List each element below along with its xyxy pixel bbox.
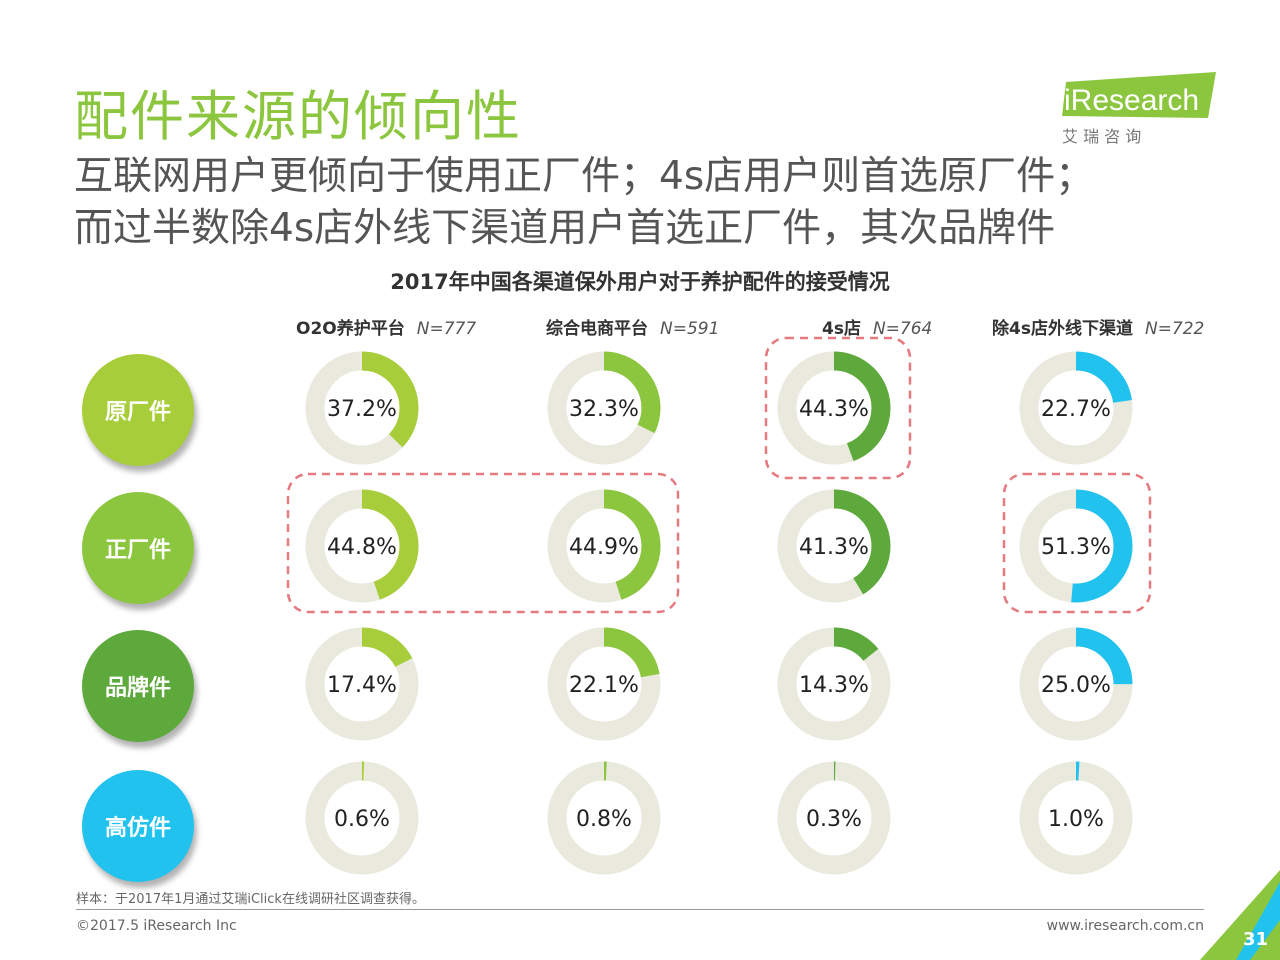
donut-segment [1019, 489, 1133, 603]
donut-value-label: 17.4% [327, 673, 397, 698]
donut-value-label: 22.1% [569, 673, 639, 698]
subtitle-line-1: 互联网用户更倾向于使用正厂件；4s店用户则首选原厂件； [74, 154, 1095, 199]
donut-segment [777, 761, 891, 875]
column-name: 4s店 [822, 319, 861, 339]
donut-segment [547, 761, 661, 875]
column-header-o2o: O2O养护平台 N=777 [296, 314, 476, 339]
column-header-ecommerce: 综合电商平台 N=591 [546, 314, 719, 339]
donut-value-label: 44.8% [327, 535, 397, 560]
column-sample-size: N=591 [660, 319, 720, 339]
donut-segment [777, 627, 891, 741]
donut-value-label: 44.3% [799, 397, 869, 422]
svg-text:艾 瑞 咨 询: 艾 瑞 咨 询 [1062, 127, 1141, 146]
column-sample-size: N=777 [416, 319, 477, 339]
footer-divider [76, 909, 1204, 910]
donut-segment [1019, 761, 1133, 875]
donut-segment [305, 489, 419, 603]
subtitle-line-2: 而过半数除4s店外线下渠道用户首选正厂件，其次品牌件 [74, 206, 1056, 251]
column-name: 除4s店外线下渠道 [992, 319, 1133, 339]
donut-segment [305, 761, 419, 875]
donut-segment [777, 489, 891, 603]
donut-value-label: 25.0% [1041, 673, 1111, 698]
page-title: 配件来源的倾向性 [74, 85, 522, 148]
sample-note: 样本：于2017年1月通过艾瑞iClick在线调研社区调查获得。 [76, 892, 425, 907]
column-sample-size: N=764 [872, 319, 933, 339]
copyright: ©2017.5 iResearch Inc [76, 918, 237, 934]
row-label-brand: 品牌件 [82, 630, 194, 742]
donut-value-label: 22.7% [1041, 397, 1111, 422]
website-url: www.iresearch.com.cn [1046, 918, 1204, 934]
donut-value-label: 0.6% [334, 807, 390, 832]
column-header-4s: 4s店 N=764 [822, 314, 932, 339]
donut-value-label: 14.3% [799, 673, 869, 698]
donut-value-label: 0.3% [806, 807, 862, 832]
donut-segment [547, 351, 661, 465]
donut-segment [1019, 627, 1133, 741]
donut-value-label: 0.8% [576, 807, 632, 832]
highlight-box [286, 472, 680, 614]
donut-value-label: 44.9% [569, 535, 639, 560]
donut-value-label: 32.3% [569, 397, 639, 422]
svg-text:iResearch: iResearch [1064, 84, 1199, 117]
row-label-original: 原厂件 [82, 354, 194, 466]
column-name: 综合电商平台 [546, 319, 648, 339]
column-sample-size: N=722 [1144, 319, 1205, 339]
donut-segment [1019, 351, 1133, 465]
donut-segment [305, 627, 419, 741]
donut-segment [777, 351, 891, 465]
column-header-offline: 除4s店外线下渠道 N=722 [992, 314, 1204, 339]
donut-value-label: 41.3% [799, 535, 869, 560]
donut-value-label: 51.3% [1041, 535, 1111, 560]
row-label-imitation: 高仿件 [82, 770, 194, 882]
page-corner-decoration [1200, 870, 1280, 960]
row-label-oem: 正厂件 [82, 492, 194, 604]
donut-segment [547, 627, 661, 741]
donut-value-label: 37.2% [327, 397, 397, 422]
column-name: O2O养护平台 [296, 319, 405, 339]
donut-segment [547, 489, 661, 603]
donut-segment [305, 351, 419, 465]
iresearch-logo: iResearch 艾 瑞 咨 询 [1062, 72, 1216, 146]
chart-title: 2017年中国各渠道保外用户对于养护配件的接受情况 [390, 270, 890, 294]
donut-value-label: 1.0% [1048, 807, 1104, 832]
page-number: 31 [1242, 929, 1268, 950]
highlight-box [1002, 472, 1152, 614]
highlight-box [764, 336, 912, 480]
